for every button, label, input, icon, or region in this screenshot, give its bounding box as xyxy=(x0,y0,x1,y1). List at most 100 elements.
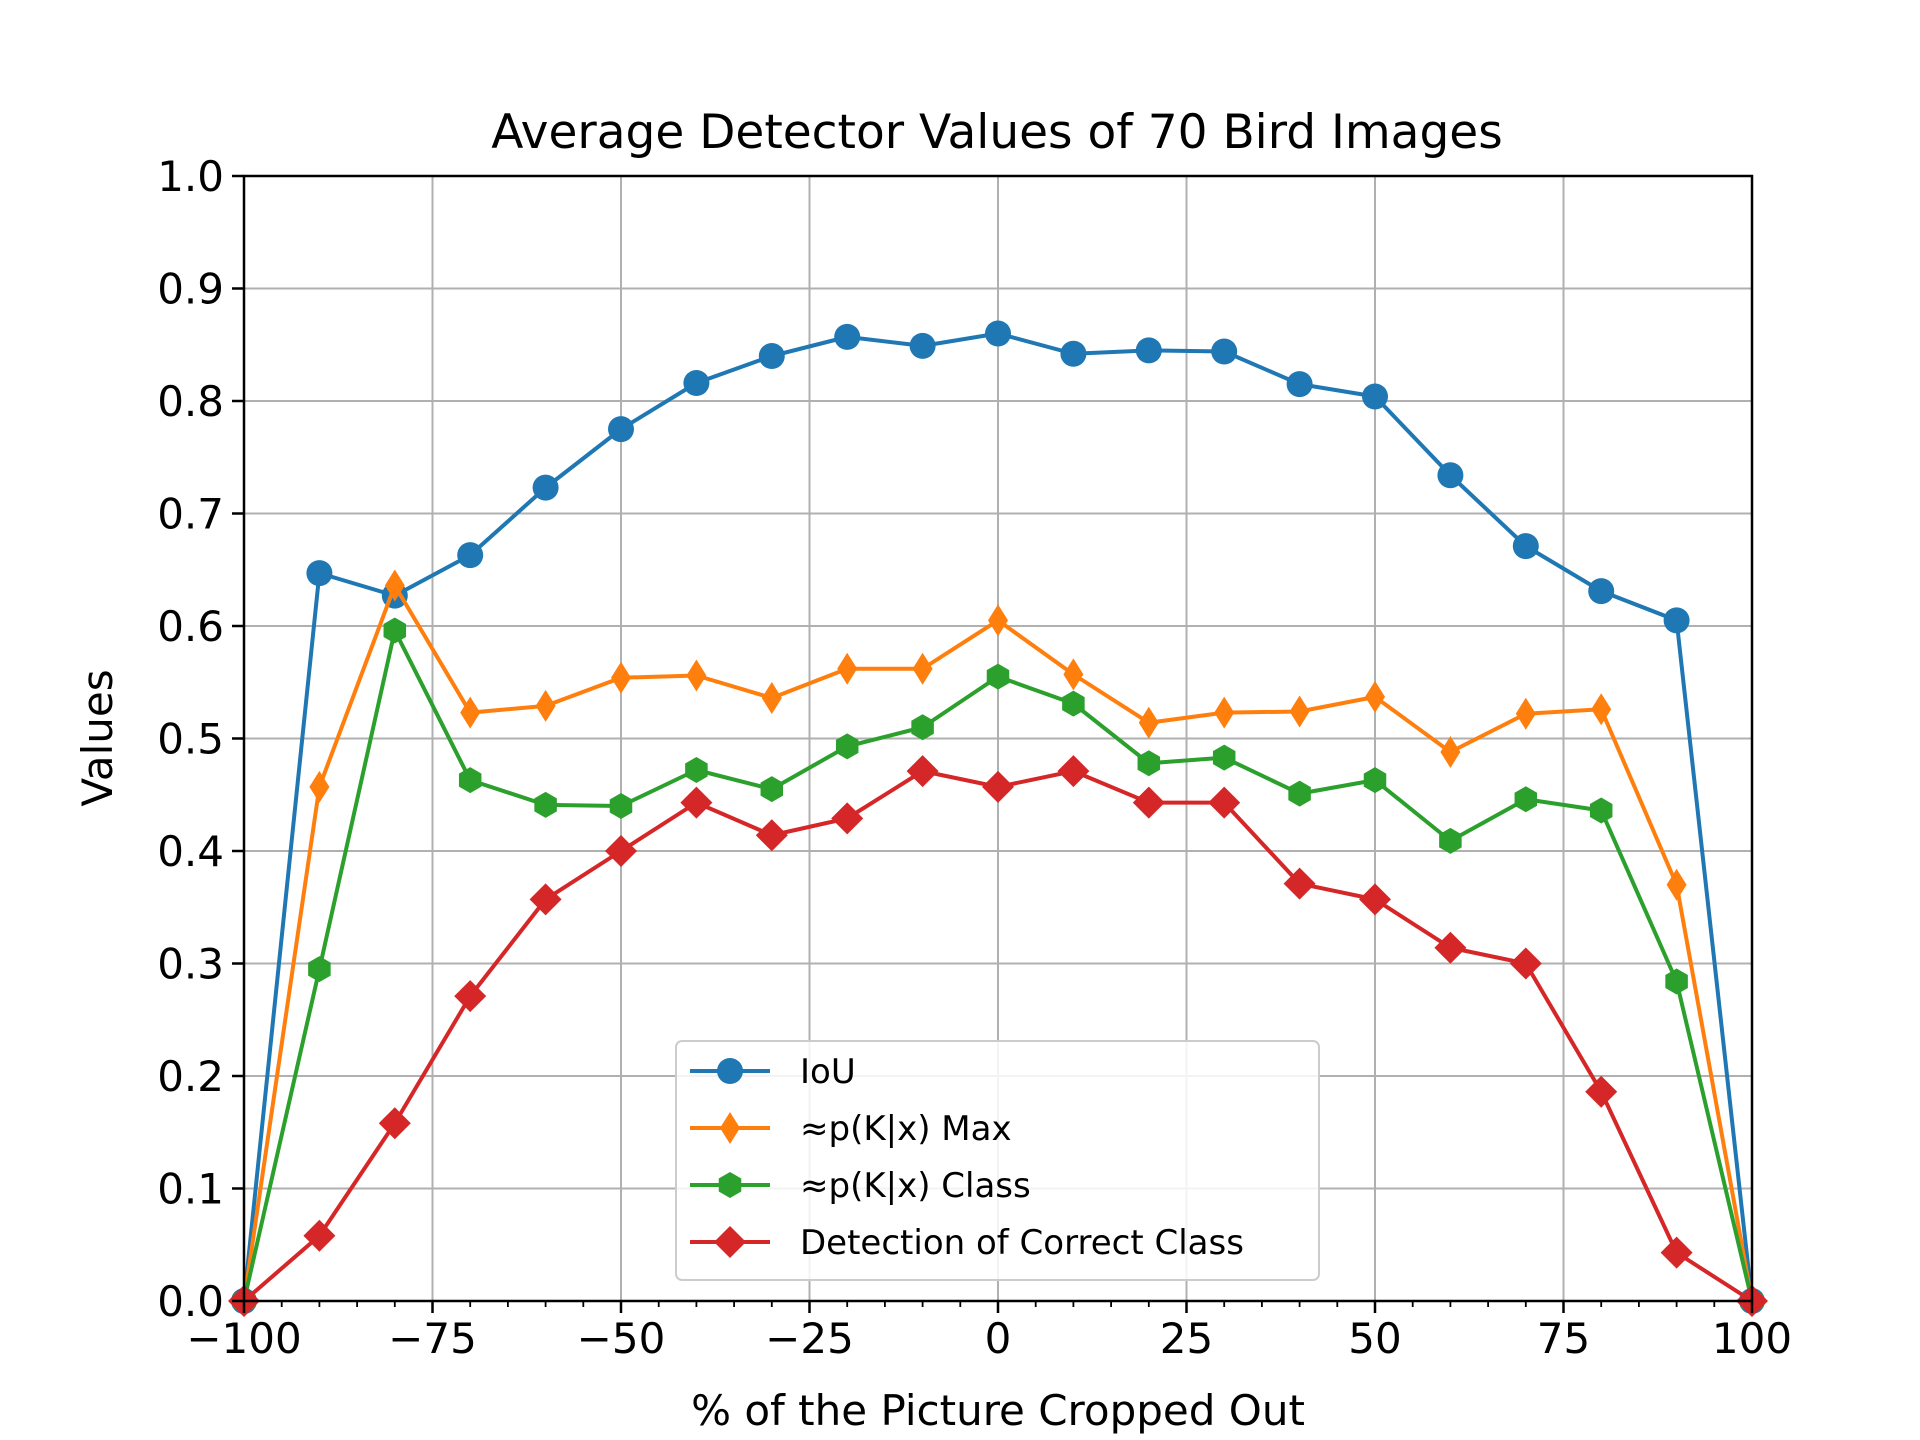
y-tick-label: 0.8 xyxy=(157,377,224,426)
legend-entry: IoU xyxy=(690,1052,856,1092)
data-point xyxy=(458,767,482,794)
chart-title: Average Detector Values of 70 Bird Image… xyxy=(491,105,1502,160)
legend-label: ≈p(K|x) Class xyxy=(800,1166,1031,1206)
data-point xyxy=(1585,1075,1618,1108)
data-point xyxy=(686,659,707,692)
x-tick-label: −75 xyxy=(388,1314,477,1363)
grid xyxy=(243,175,1753,1302)
legend-marker xyxy=(714,1226,746,1258)
y-tick-label: 0.1 xyxy=(157,1165,224,1214)
x-axis-label: % of the Picture Cropped Out xyxy=(691,1386,1305,1435)
data-point xyxy=(1138,706,1159,739)
y-tick-label: 1.0 xyxy=(157,152,224,201)
x-tick-label: 50 xyxy=(1348,1314,1401,1363)
data-point xyxy=(760,776,784,803)
legend-label: IoU xyxy=(800,1052,856,1092)
x-tick-label: 25 xyxy=(1160,1314,1213,1363)
data-point xyxy=(1211,338,1238,365)
data-point xyxy=(1363,767,1387,794)
data-point xyxy=(1359,883,1391,916)
data-point xyxy=(308,956,331,983)
data-point xyxy=(683,370,710,396)
x-tick-label: −50 xyxy=(577,1314,666,1363)
data-point xyxy=(608,416,634,443)
data-point xyxy=(1060,340,1087,367)
legend-entry: ≈p(K|x) Max xyxy=(690,1109,1012,1149)
data-point xyxy=(384,569,405,602)
legend-marker xyxy=(718,1172,742,1198)
data-point xyxy=(605,835,637,867)
data-point xyxy=(1214,696,1235,729)
y-tick-label: 0.3 xyxy=(157,940,224,989)
data-point xyxy=(534,791,557,818)
data-point xyxy=(685,757,708,783)
x-tick-label: 100 xyxy=(1712,1314,1792,1363)
data-point xyxy=(1514,786,1538,813)
data-point xyxy=(611,661,631,694)
legend-entry: ≈p(K|x) Class xyxy=(690,1166,1031,1206)
legend-label: ≈p(K|x) Max xyxy=(800,1109,1012,1149)
data-point xyxy=(535,689,556,722)
data-point xyxy=(454,980,487,1013)
data-point xyxy=(1288,780,1311,807)
data-point xyxy=(985,320,1011,347)
x-tick-label: −100 xyxy=(186,1314,301,1363)
data-point xyxy=(306,560,333,587)
data-point xyxy=(911,714,934,741)
data-point xyxy=(1135,337,1162,364)
x-tick-label: −25 xyxy=(765,1314,854,1363)
series-2 xyxy=(234,569,1762,1317)
data-point xyxy=(1434,931,1467,964)
legend-marker xyxy=(717,1058,743,1084)
data-point xyxy=(309,770,330,803)
data-point xyxy=(460,696,481,729)
data-point xyxy=(378,1107,411,1140)
data-point xyxy=(909,332,936,359)
data-point xyxy=(761,682,782,714)
data-point xyxy=(1362,383,1388,410)
x-tick-label: 75 xyxy=(1537,1314,1590,1363)
series-layer xyxy=(228,320,1768,1317)
legend-entry: Detection of Correct Class xyxy=(690,1223,1244,1263)
data-point xyxy=(986,663,1010,690)
data-point xyxy=(529,883,562,916)
axis-ticks: −100 −75 −50 −25 0 25 50 75 100 0.0 0.1 0.2 0.3 0.4 0.… xyxy=(157,152,1792,1363)
data-point xyxy=(1512,533,1539,560)
data-point xyxy=(1286,371,1313,398)
data-point xyxy=(1666,868,1687,901)
y-tick-label: 0.6 xyxy=(157,602,224,651)
data-point xyxy=(303,1219,336,1252)
data-point xyxy=(457,542,484,569)
data-point xyxy=(834,323,861,350)
y-tick-label: 0.5 xyxy=(157,715,224,764)
y-tick-label: 0.7 xyxy=(157,490,224,539)
data-point xyxy=(1589,797,1613,824)
data-point xyxy=(1440,736,1461,768)
y-tick-label: 0.4 xyxy=(157,827,224,876)
legend: IoU ≈p(K|x) Max ≈p(K|x) Class Detection of … xyxy=(675,1040,1320,1281)
y-axis-label: Values xyxy=(73,669,122,806)
x-tick-label: 0 xyxy=(985,1314,1012,1363)
data-point xyxy=(1365,680,1385,713)
data-point xyxy=(1515,697,1536,730)
y-tick-label: 0.9 xyxy=(157,265,224,314)
data-point xyxy=(906,755,939,788)
data-point xyxy=(609,793,633,819)
data-point xyxy=(1283,867,1316,900)
data-point xyxy=(1439,827,1462,854)
legend-label: Detection of Correct Class xyxy=(800,1223,1244,1263)
series-4 xyxy=(228,755,1768,1317)
data-point xyxy=(1588,578,1615,605)
data-point xyxy=(1289,695,1310,728)
data-point xyxy=(988,604,1008,637)
data-point xyxy=(1062,690,1085,717)
data-point xyxy=(1591,693,1612,726)
data-point xyxy=(1665,968,1688,995)
data-point xyxy=(837,652,858,685)
data-point xyxy=(1208,786,1241,819)
data-point xyxy=(1132,786,1165,819)
legend-marker xyxy=(720,1112,740,1144)
data-point xyxy=(1509,947,1542,980)
data-point xyxy=(680,786,713,819)
